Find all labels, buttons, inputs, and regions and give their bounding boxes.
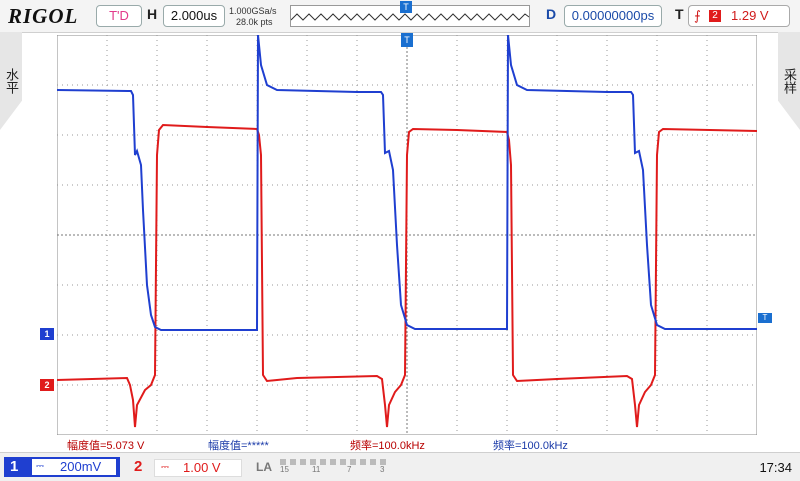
ch1-offset-marker[interactable]: 1: [40, 328, 54, 340]
sample-rate: 1.000GSa/s: [229, 6, 277, 16]
horizontal-label: H: [147, 6, 158, 22]
ch1-amplitude-measurement: 幅度值=*****: [208, 440, 269, 452]
logic-analyzer-button[interactable]: LA 15 11 7 3: [250, 457, 420, 477]
la-tick-3: 3: [380, 465, 385, 474]
ch1-scale: 200mV: [60, 459, 102, 474]
trigger-level-marker[interactable]: T: [758, 313, 772, 323]
ch2-settings-button[interactable]: 2 ⎓ 1.00 V: [126, 457, 244, 477]
ch2-frequency-measurement: 频率=100.0kHz: [350, 440, 425, 452]
clock: 17:34: [759, 460, 792, 475]
ch1-scale-box: ⎓ 200mV: [32, 459, 116, 475]
ch2-offset-marker[interactable]: 2: [40, 379, 54, 391]
bottom-channel-bar: 1 ⎓ 200mV 2 ⎓ 1.00 V LA 15 11 7 3 17:34: [0, 452, 800, 481]
horizontal-menu-tab[interactable]: 水平: [0, 32, 22, 130]
memory-zigzag-icon: [291, 13, 529, 21]
delay-label: D: [546, 6, 557, 22]
waveform-grid: [56, 34, 758, 436]
ch1-frequency-measurement: 频率=100.0kHz: [493, 440, 568, 452]
top-status-bar: RIGOL T'D H 2.000us 1.000GSa/s 28.0k pts…: [0, 0, 800, 33]
ch2-trace: [56, 123, 758, 428]
run-state-indicator[interactable]: T'D: [96, 5, 142, 27]
ch2-scale-box: ⎓ 1.00 V: [154, 459, 242, 477]
waveform-display[interactable]: T T: [56, 33, 772, 436]
trigger-label: T: [675, 6, 684, 22]
la-channel-dots: [280, 459, 390, 465]
ch2-scale: 1.00 V: [183, 460, 221, 475]
ch1-settings-button[interactable]: 1 ⎓ 200mV: [4, 457, 120, 477]
ch2-number: 2: [134, 458, 143, 475]
trigger-channel-badge: 2: [709, 10, 721, 22]
la-tick-7: 7: [347, 465, 352, 474]
memory-depth: 28.0k pts: [236, 17, 273, 27]
ch1-number: 1: [10, 458, 19, 475]
ch1-trace: [56, 34, 757, 331]
la-tick-11: 11: [312, 465, 321, 474]
rising-edge-icon: ⨍: [694, 8, 701, 23]
ch2-coupling-icon: ⎓: [161, 462, 169, 473]
timebase-value[interactable]: 2.000us: [163, 5, 225, 27]
trigger-time-marker[interactable]: T: [401, 33, 413, 47]
trigger-level: 1.29 V: [731, 8, 769, 23]
acquire-menu-tab[interactable]: 采样: [778, 32, 800, 130]
ch1-coupling-icon: ⎓: [36, 461, 44, 472]
la-label: LA: [256, 460, 272, 474]
rigol-logo: RIGOL: [8, 4, 79, 28]
la-tick-15: 15: [280, 465, 289, 474]
ch2-amplitude-measurement: 幅度值=5.073 V: [67, 440, 145, 452]
trigger-settings[interactable]: ⨍ 2 1.29 V: [688, 5, 790, 27]
trigger-position-icon[interactable]: T: [400, 1, 412, 13]
delay-value[interactable]: 0.00000000ps: [564, 5, 662, 27]
